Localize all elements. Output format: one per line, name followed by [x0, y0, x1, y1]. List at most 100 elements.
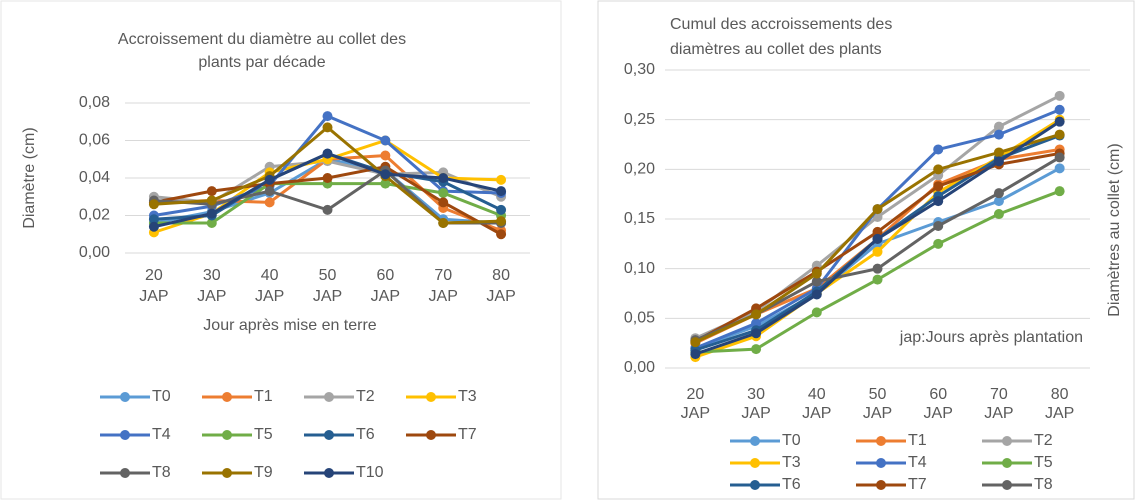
- data-point: [933, 220, 944, 231]
- legend-label: T6: [782, 476, 801, 493]
- legend-label: T1: [908, 432, 927, 449]
- x-tick-label: 20 JAP: [139, 267, 168, 305]
- legend-label: T6: [356, 426, 375, 443]
- y-tick-label: 0,10: [624, 260, 655, 277]
- data-point: [1054, 129, 1065, 140]
- title-line: diamètres au collet des plants: [670, 41, 882, 58]
- legend-marker: [426, 430, 436, 440]
- x-tick-label: 40 JAP: [802, 386, 831, 422]
- title-line: Accroissement du diamètre au collet des: [118, 31, 406, 48]
- data-point: [322, 122, 333, 133]
- legend-marker: [750, 458, 760, 468]
- data-point: [148, 214, 159, 225]
- title-line: plants par décade: [198, 54, 325, 71]
- data-point: [438, 188, 449, 198]
- legend-marker: [324, 430, 334, 440]
- panel-border: [597, 0, 1135, 500]
- legend-label: T4: [908, 454, 927, 471]
- x-tick-label: 70 JAP: [984, 386, 1013, 422]
- x-tick-label: 60 JAP: [371, 267, 400, 305]
- legend-label: T1: [254, 388, 273, 405]
- data-point: [872, 274, 883, 285]
- y-axis-title: Diamètre (cm): [21, 127, 38, 228]
- legend-marker: [324, 468, 334, 478]
- x-tick-label: 80 JAP: [1045, 386, 1074, 422]
- y-tick-label: 0,25: [624, 111, 655, 128]
- x-tick-label: 50 JAP: [863, 386, 892, 422]
- data-point: [751, 309, 762, 320]
- x-tick-label: 70 JAP: [429, 267, 458, 305]
- x-tick-label: 50 JAP: [313, 267, 342, 305]
- data-point: [322, 173, 333, 183]
- data-point: [1054, 104, 1065, 115]
- data-point: [1054, 163, 1065, 174]
- data-point: [322, 204, 333, 215]
- annotation: jap:Jours après plantation: [899, 329, 1083, 346]
- y-tick-label: 0,20: [624, 161, 655, 178]
- legend-marker: [120, 430, 130, 440]
- legend-marker: [222, 392, 232, 402]
- data-point: [872, 226, 883, 237]
- y-tick-label: 0,04: [79, 169, 110, 186]
- data-point: [438, 197, 449, 208]
- x-tick-label: 30 JAP: [741, 386, 770, 422]
- data-point: [206, 186, 217, 197]
- legend-marker: [876, 436, 886, 446]
- data-point: [322, 148, 333, 159]
- data-point: [933, 238, 944, 249]
- x-axis-title: Jour après mise en terre: [203, 317, 377, 334]
- data-point: [872, 233, 883, 244]
- legend-marker: [876, 458, 886, 468]
- y-tick-label: 0,08: [79, 94, 110, 111]
- x-tick-label: 60 JAP: [924, 386, 953, 422]
- legend-marker: [1002, 458, 1012, 468]
- x-tick-label: 80 JAP: [486, 267, 515, 305]
- data-point: [206, 195, 217, 206]
- data-point: [496, 229, 507, 240]
- data-point: [993, 156, 1004, 167]
- x-tick-label: 40 JAP: [255, 267, 284, 305]
- y-tick-label: 0,00: [79, 244, 110, 261]
- legend-marker: [222, 430, 232, 440]
- data-point: [872, 204, 883, 215]
- series-line: [694, 167, 1061, 350]
- data-point: [993, 147, 1004, 158]
- x-tick-label: 30 JAP: [197, 267, 226, 305]
- data-point: [933, 144, 944, 155]
- legend-marker: [426, 392, 436, 402]
- legend-marker: [750, 480, 760, 490]
- legend-label: T7: [908, 476, 927, 493]
- data-point: [206, 208, 217, 219]
- data-point: [380, 135, 391, 146]
- y-tick-label: 0,05: [624, 310, 655, 327]
- data-point: [751, 328, 762, 339]
- y-tick-label: 0,00: [624, 359, 655, 376]
- data-point: [1054, 116, 1065, 127]
- legend-label: T5: [254, 426, 273, 443]
- legend-marker: [876, 480, 886, 490]
- data-point: [872, 246, 883, 257]
- data-point: [1054, 152, 1065, 163]
- chart-title: Cumul des accroissements des diamètres au…: [670, 16, 892, 58]
- data-point: [751, 318, 762, 329]
- data-point: [264, 186, 275, 197]
- data-point: [496, 216, 507, 227]
- legend-label: T3: [782, 454, 801, 471]
- data-point: [438, 173, 449, 183]
- data-point: [264, 174, 275, 185]
- legend-marker: [120, 468, 130, 478]
- legend-marker: [222, 468, 232, 478]
- data-point: [811, 276, 822, 287]
- title-line: Cumul des accroissements des: [670, 16, 892, 33]
- data-point: [933, 196, 944, 207]
- legend-label: T0: [782, 432, 801, 449]
- data-point: [993, 188, 1004, 199]
- data-point: [1054, 90, 1065, 101]
- data-point: [496, 174, 507, 185]
- legend-label: T10: [356, 464, 384, 481]
- legend-label: T9: [254, 464, 273, 481]
- data-point: [811, 289, 822, 300]
- legend-label: T3: [458, 388, 477, 405]
- data-point: [148, 199, 159, 210]
- data-point: [380, 169, 391, 180]
